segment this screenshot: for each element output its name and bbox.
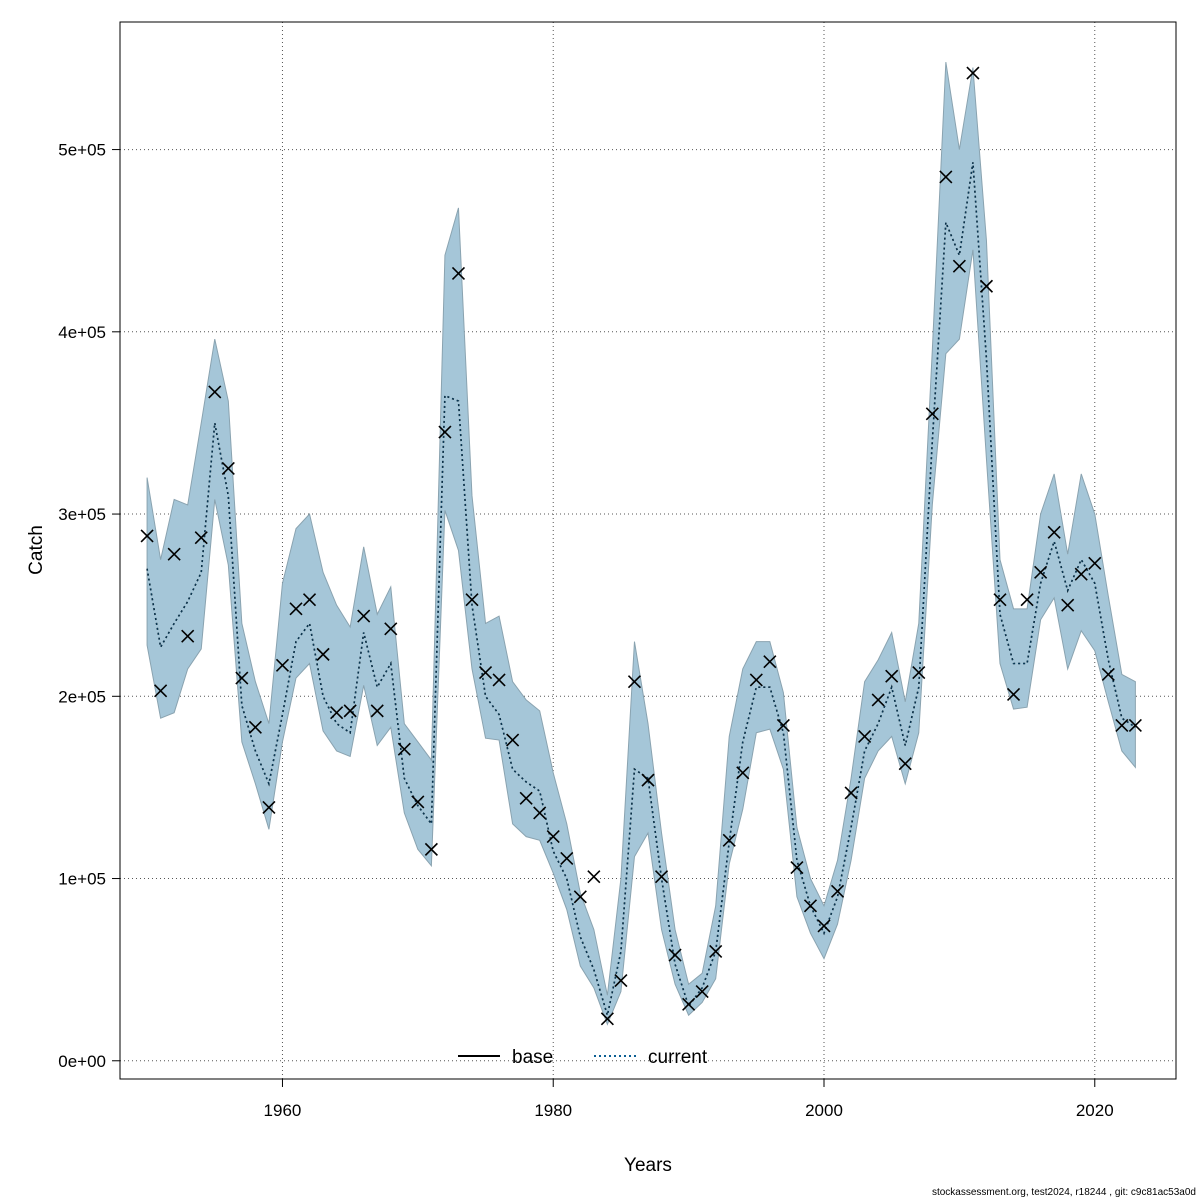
footer-text: stockassessment.org, test2024, r18244 , … <box>931 1187 1196 1198</box>
observed-point <box>1101 667 1115 681</box>
observed-point <box>925 407 939 421</box>
y-tick-label: 5e+05 <box>58 141 106 160</box>
observed-point <box>682 997 696 1011</box>
observed-point <box>939 170 953 184</box>
observed-point <box>438 425 452 439</box>
observed-point <box>397 742 411 756</box>
observed-point <box>912 666 926 680</box>
observed-point <box>248 720 262 734</box>
observed-point <box>519 791 533 805</box>
observed-point <box>1061 598 1075 612</box>
y-tick-label: 0e+00 <box>58 1052 106 1071</box>
observed-point <box>221 461 235 476</box>
series-line-current <box>146 162 1136 1016</box>
y-tick-label: 3e+05 <box>58 505 106 524</box>
observed-point <box>167 547 181 561</box>
observed-point <box>695 984 709 999</box>
y-axis-title: Catch <box>26 525 47 575</box>
confidence-band <box>146 62 1136 1026</box>
observed-point <box>465 593 479 607</box>
observed-point <box>506 733 520 747</box>
observed-point <box>763 655 777 669</box>
observed-point <box>478 666 493 680</box>
observed-point <box>736 766 750 780</box>
axes: 1960 1980 2000 2020 0e+00 1e+05 2e+05 3e+05 4e+0… <box>58 141 1113 1120</box>
observed-point <box>979 279 994 293</box>
observed-point <box>858 729 872 743</box>
observed-point <box>668 948 682 962</box>
observed-point <box>1020 593 1034 607</box>
observed-point <box>709 944 723 958</box>
observed-point <box>154 684 168 698</box>
observed-point <box>194 531 208 545</box>
observed-point <box>302 593 317 607</box>
observed-point <box>952 259 966 273</box>
x-tick-label: 1960 <box>264 1101 302 1120</box>
observed-point <box>641 773 655 787</box>
observed-point <box>533 806 547 820</box>
observed-point <box>1088 556 1102 570</box>
observed-point <box>817 919 831 933</box>
observed-point <box>262 800 276 815</box>
observed-point <box>1034 565 1048 579</box>
x-axis-title: Years <box>624 1155 672 1176</box>
observed-point <box>357 609 371 623</box>
y-tick-label: 2e+05 <box>58 687 106 706</box>
observed-point <box>885 669 899 683</box>
observed-point <box>830 884 845 898</box>
confidence-band-area <box>146 62 1136 1026</box>
observed-point <box>722 833 736 847</box>
observed-point <box>289 602 303 616</box>
observed-point <box>140 529 154 543</box>
y-tick-label: 4e+05 <box>58 323 106 342</box>
observed-point <box>275 658 290 672</box>
grid <box>120 22 1176 1079</box>
observed-point <box>871 693 885 707</box>
legend: base current <box>458 1047 708 1068</box>
observed-point <box>749 673 763 687</box>
legend-current-label: current <box>648 1047 708 1068</box>
observed-point <box>181 629 195 643</box>
observed-point <box>776 718 790 733</box>
observed-point <box>424 842 438 856</box>
observed-points <box>140 66 1142 1026</box>
observed-point <box>451 266 466 281</box>
observed-point <box>600 1012 614 1026</box>
legend-base-label: base <box>512 1047 553 1068</box>
observed-point <box>208 385 222 399</box>
observed-point <box>343 704 357 718</box>
observed-point <box>384 622 398 636</box>
observed-point <box>1006 687 1021 702</box>
observed-point <box>1115 718 1129 733</box>
observed-point <box>844 786 858 800</box>
observed-point <box>411 795 425 809</box>
series-lines <box>146 162 1136 1016</box>
observed-point <box>898 757 912 771</box>
observed-point <box>966 66 980 80</box>
observed-point <box>627 675 642 689</box>
observed-point <box>235 671 249 685</box>
observed-point <box>790 861 804 875</box>
x-tick-label: 2000 <box>805 1101 843 1120</box>
x-tick-label: 1980 <box>534 1101 572 1120</box>
observed-point <box>587 870 601 884</box>
observed-point <box>370 704 384 718</box>
observed-point <box>1047 525 1061 539</box>
observed-point <box>546 830 560 844</box>
observed-point <box>560 851 574 866</box>
observed-point <box>316 647 330 661</box>
observed-point <box>573 890 587 904</box>
observed-point <box>993 593 1007 607</box>
x-tick-label: 2020 <box>1076 1101 1114 1120</box>
y-tick-label: 1e+05 <box>58 870 106 889</box>
plot-frame <box>119 21 1177 1080</box>
observed-point <box>614 974 628 988</box>
observed-point <box>803 899 818 913</box>
observed-point <box>1074 567 1088 581</box>
observed-point <box>1128 718 1142 733</box>
observed-point <box>492 673 506 687</box>
observed-point <box>654 870 669 884</box>
observed-point <box>330 706 344 720</box>
